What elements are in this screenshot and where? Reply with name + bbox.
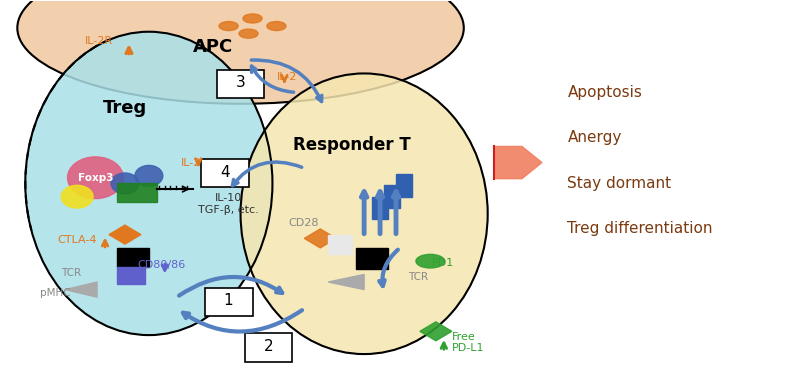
FancyBboxPatch shape (117, 183, 157, 202)
Circle shape (219, 21, 238, 31)
Text: Responder T: Responder T (294, 136, 411, 154)
Bar (384, 185, 400, 208)
Bar (396, 174, 412, 197)
Polygon shape (420, 322, 452, 341)
Ellipse shape (26, 32, 273, 335)
Text: CTLA-4: CTLA-4 (57, 235, 97, 245)
Circle shape (267, 21, 286, 31)
Text: Treg: Treg (103, 99, 147, 117)
Bar (117, 248, 149, 267)
Text: IL-10
TGF-β, etc.: IL-10 TGF-β, etc. (198, 193, 259, 215)
Bar (328, 235, 352, 254)
Text: IL-2: IL-2 (277, 72, 297, 82)
Ellipse shape (18, 0, 464, 104)
Text: 3: 3 (236, 75, 246, 91)
Text: Free
PD-L1: Free PD-L1 (452, 332, 484, 353)
FancyArrow shape (494, 146, 542, 179)
Text: CD80/86: CD80/86 (137, 260, 185, 270)
Text: Treg differentiation: Treg differentiation (567, 222, 713, 236)
Text: IL-2R: IL-2R (85, 36, 114, 46)
Text: Stay dormant: Stay dormant (567, 176, 671, 191)
Text: 2: 2 (264, 339, 274, 354)
Text: PD1: PD1 (432, 258, 454, 268)
Text: Anergy: Anergy (567, 130, 622, 146)
Text: 1: 1 (224, 293, 234, 309)
FancyBboxPatch shape (245, 333, 292, 362)
Text: pMHC: pMHC (40, 288, 70, 298)
Bar (356, 248, 388, 269)
Ellipse shape (61, 185, 93, 208)
Text: TCR: TCR (61, 267, 82, 278)
Bar (117, 267, 145, 284)
Polygon shape (304, 229, 336, 248)
FancyBboxPatch shape (217, 70, 265, 98)
FancyBboxPatch shape (205, 288, 253, 316)
Ellipse shape (67, 157, 123, 199)
Text: APC: APC (193, 38, 233, 56)
Polygon shape (328, 274, 364, 290)
Text: Foxp3: Foxp3 (78, 173, 114, 183)
Text: 4: 4 (220, 165, 230, 180)
FancyBboxPatch shape (201, 159, 249, 187)
Polygon shape (65, 282, 97, 297)
Text: CD28: CD28 (288, 218, 319, 228)
Text: IL-2: IL-2 (181, 157, 201, 168)
Text: Apoptosis: Apoptosis (567, 85, 642, 100)
Bar (372, 197, 388, 219)
Circle shape (243, 14, 262, 23)
Text: TCR: TCR (408, 272, 428, 282)
Ellipse shape (241, 73, 488, 354)
Ellipse shape (135, 165, 163, 186)
Ellipse shape (111, 173, 139, 194)
Circle shape (239, 29, 258, 38)
Circle shape (416, 254, 445, 268)
Polygon shape (109, 225, 141, 244)
